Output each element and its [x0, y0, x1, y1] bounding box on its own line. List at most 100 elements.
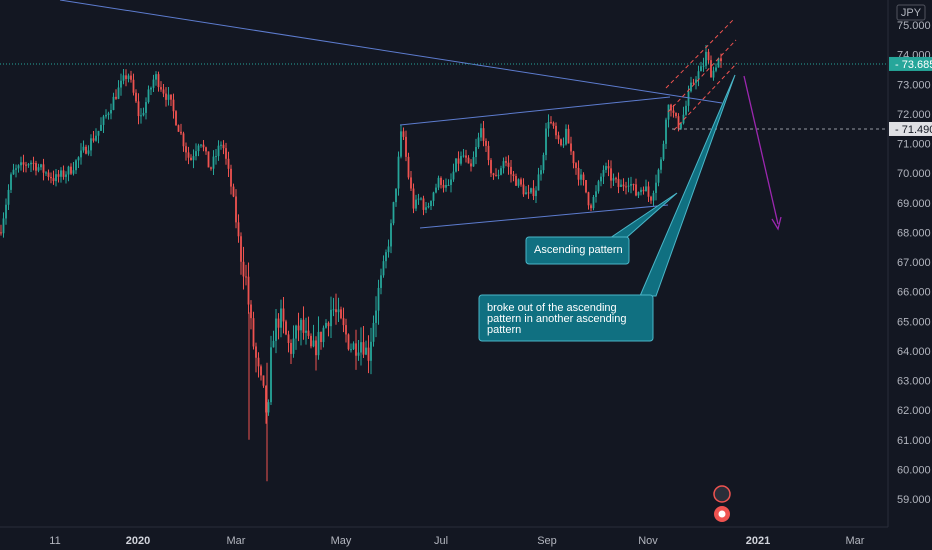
candle-body — [377, 287, 380, 311]
candle-body — [402, 131, 405, 137]
candle-body — [77, 157, 80, 161]
candle-body — [555, 125, 557, 136]
candle-body — [217, 145, 220, 157]
candle-body — [335, 309, 337, 313]
candle-body — [432, 192, 435, 201]
candle-body — [280, 308, 282, 328]
candle-body — [612, 178, 615, 181]
candle-body — [60, 170, 62, 177]
candle-body — [400, 131, 402, 157]
candle-body — [687, 91, 690, 106]
candle-body — [462, 155, 465, 157]
candle-body — [222, 144, 225, 149]
candle-body — [355, 343, 357, 356]
candle-body — [525, 192, 527, 195]
currency-label-frame — [896, 4, 926, 21]
candle-body — [515, 176, 517, 186]
candle-body — [165, 93, 167, 100]
y-tick-label: 61.000 — [897, 435, 931, 447]
candle-body — [595, 191, 597, 198]
candle-body — [620, 184, 622, 187]
candle-body — [170, 94, 172, 100]
y-tick-label: 68.000 — [897, 227, 931, 239]
candle-body — [560, 139, 562, 146]
candle-body — [565, 128, 567, 145]
candle-body — [352, 343, 355, 350]
candle-body — [215, 156, 217, 158]
candle-body — [140, 115, 142, 117]
candle-body — [540, 170, 542, 175]
candle-body — [447, 184, 450, 186]
candle-body — [635, 184, 637, 196]
candle-body — [685, 105, 687, 115]
candle-body — [152, 79, 155, 88]
candle-body — [485, 140, 487, 146]
candle-body — [282, 308, 285, 322]
candle-body — [332, 309, 335, 311]
candle-body — [87, 150, 90, 154]
candle-body — [292, 338, 295, 354]
candle-body — [502, 161, 505, 169]
candle-body — [550, 122, 552, 124]
candle-body — [255, 346, 257, 358]
candle-body — [567, 128, 570, 144]
candle-body — [97, 130, 100, 136]
candle-body — [37, 167, 40, 171]
candle-body — [652, 192, 655, 201]
candle-body — [672, 110, 675, 113]
flag-icon — [713, 485, 731, 503]
price-label-bg — [889, 121, 932, 136]
candle-body — [167, 94, 170, 100]
candle-body — [375, 310, 377, 323]
y-tick-label: 66.000 — [897, 287, 931, 299]
candle-body — [625, 186, 627, 188]
candle-body — [532, 188, 535, 197]
candle-body — [457, 158, 460, 164]
candle-body — [177, 125, 180, 132]
candle-body — [142, 112, 145, 116]
candle-body — [125, 75, 127, 79]
candle-body — [580, 174, 582, 180]
candle-body — [2, 218, 5, 234]
candle-body — [80, 150, 82, 158]
candle-body — [305, 330, 307, 333]
candle-body — [107, 113, 110, 115]
candle-body — [110, 109, 112, 114]
candle-body — [55, 174, 57, 182]
candle-body — [340, 309, 342, 319]
candle-body — [480, 128, 482, 138]
candle-body — [47, 172, 50, 177]
candle-body — [242, 261, 245, 277]
candle-body — [697, 71, 700, 80]
candle-body — [420, 198, 422, 200]
candle-body — [102, 116, 105, 125]
candle-body — [130, 75, 132, 80]
candle-body — [62, 170, 65, 177]
candle-body — [270, 347, 272, 403]
candle-body — [467, 157, 470, 164]
candle-body — [410, 177, 412, 189]
candle-body — [197, 145, 200, 152]
candle-body — [547, 122, 550, 129]
candle-body — [440, 177, 442, 185]
x-tick-label: Mar — [227, 535, 246, 547]
candle-body — [162, 89, 165, 94]
candle-body — [95, 135, 97, 141]
candle-body — [312, 340, 315, 347]
candle-body — [500, 168, 502, 175]
candle-body — [112, 96, 115, 110]
price-label-bg — [889, 56, 932, 71]
candle-body — [297, 325, 300, 331]
candle-body — [330, 309, 332, 327]
candle-body — [662, 143, 665, 160]
candle-body — [692, 82, 695, 84]
candle-body — [587, 192, 590, 206]
callout-ascending-pattern-pointer — [608, 192, 678, 239]
candle-body — [17, 165, 20, 169]
candle-body — [295, 325, 297, 339]
candle-body — [22, 162, 25, 165]
candle-body — [460, 156, 462, 164]
